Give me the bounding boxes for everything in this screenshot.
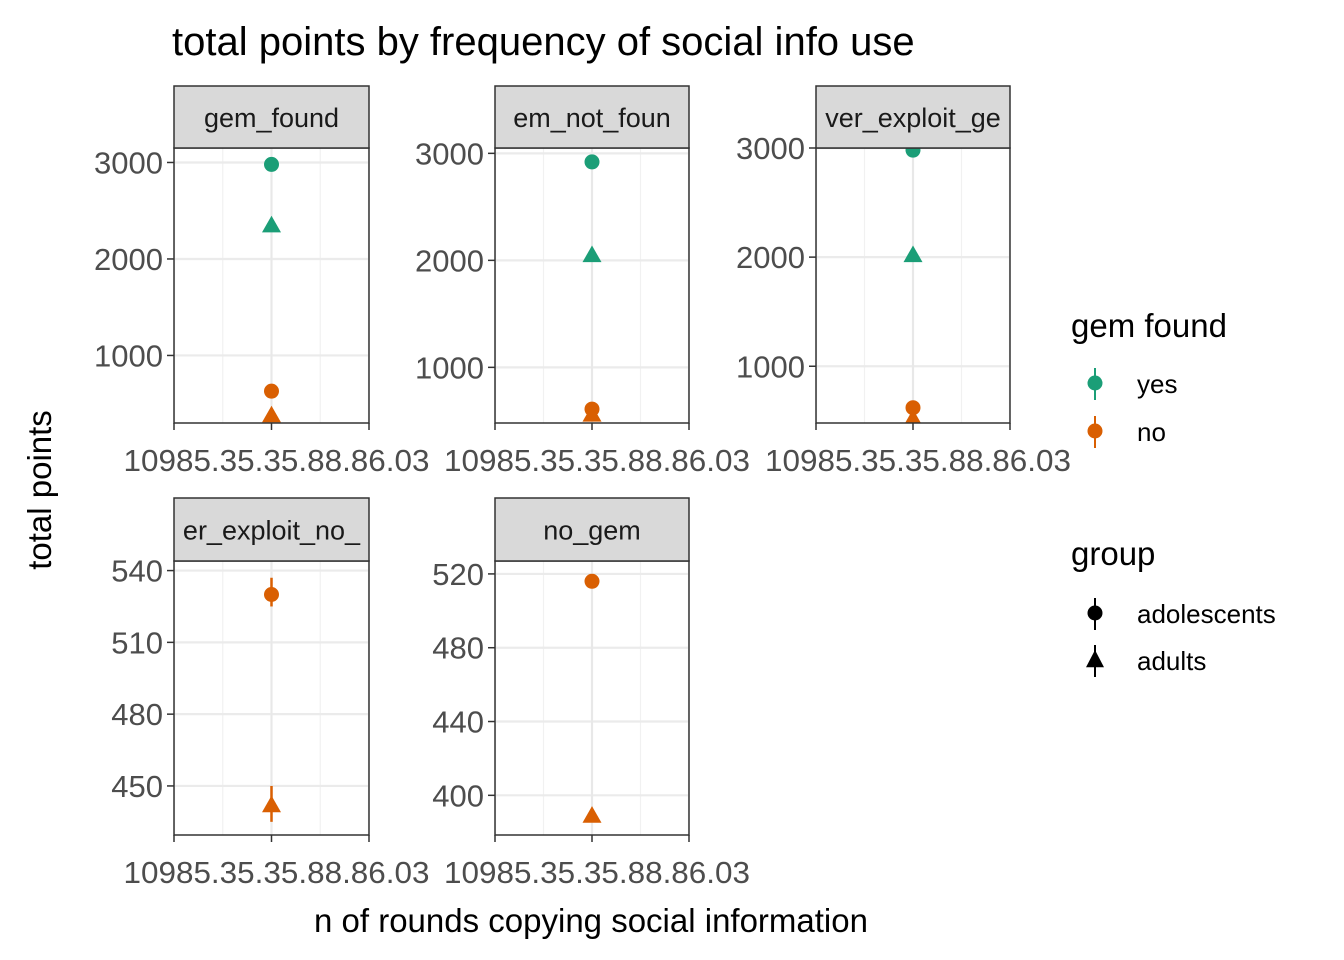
y-tick-label: 400 — [432, 778, 484, 813]
strip-background — [815, 85, 1011, 149]
panel-plot-area — [174, 148, 369, 423]
legend: gem found yes no group adolescents adults — [1071, 307, 1276, 677]
strip-background — [173, 497, 370, 562]
panel-plot-area — [174, 561, 369, 835]
strip-label: em_not_foun — [513, 103, 671, 133]
legend-key-circle — [1087, 423, 1103, 439]
legend-key-circle — [1087, 605, 1103, 621]
panel-plot-area — [495, 561, 689, 835]
y-tick-label: 1000 — [94, 338, 163, 373]
strip-label: ver_exploit_ge — [825, 103, 1001, 133]
y-tick-label: 2000 — [736, 240, 805, 275]
x-tick-labels: 10985.35.35.88.86.03 — [124, 443, 430, 478]
legend-key-adolescents — [1087, 598, 1103, 630]
y-tick-label: 520 — [432, 557, 484, 592]
y-axis-title: total points — [21, 410, 58, 570]
panel-ver_exploit_ge: ver_exploit_ge 1000 2000 3000 10985.35.35.88… — [736, 85, 1071, 478]
chart-title: total points by frequency of social info… — [172, 20, 915, 64]
y-tick-label: 510 — [111, 625, 163, 660]
legend-label: yes — [1137, 369, 1177, 399]
x-tick-labels: 10985.35.35.88.86.03 — [444, 443, 750, 478]
point-no-adolescents — [264, 587, 279, 603]
point-yes-adolescents — [905, 148, 921, 158]
legend-label: adults — [1137, 646, 1206, 676]
x-tick-labels: 10985.35.35.88.86.03 — [444, 855, 750, 890]
y-tick-label: 450 — [111, 769, 163, 804]
y-tick-label: 480 — [432, 631, 484, 666]
x-tick-labels: 10985.35.35.88.86.03 — [124, 855, 430, 890]
strip-background — [494, 497, 690, 562]
point-no-adults — [905, 409, 921, 423]
point-no-adults — [262, 795, 281, 813]
strip-background — [494, 85, 690, 149]
y-tick-label: 3000 — [736, 131, 805, 166]
legend-group: group adolescents adults — [1071, 535, 1276, 677]
panels: gem_found 1000 2000 3000 10985.35.35.88.86.0… — [94, 85, 1071, 890]
panel-em_not_foun: em_not_foun 1000 2000 3000 10985.35.35.88.86… — [415, 85, 750, 478]
legend-title: gem found — [1071, 307, 1227, 344]
x-tick-labels: 10985.35.35.88.86.03 — [765, 443, 1071, 478]
legend-label: no — [1137, 417, 1166, 447]
point-yes-adolescents — [584, 154, 600, 170]
legend-key-yes — [1087, 368, 1103, 400]
panel-plot-area — [816, 148, 1010, 423]
y-tick-label: 440 — [432, 705, 484, 740]
point-no-adolescents — [584, 573, 600, 589]
legend-key-no — [1087, 416, 1103, 448]
point-yes-adults — [582, 245, 602, 263]
point-no-adults — [582, 404, 602, 422]
y-tick-label: 3000 — [94, 145, 163, 180]
y-tick-label: 1000 — [736, 349, 805, 384]
panel-no_gem: no_gem 400 440 480 520 10985.35.35.88.86.03 — [432, 497, 750, 890]
point-no-adults — [582, 806, 602, 823]
y-tick-label: 540 — [111, 554, 163, 589]
strip-label: gem_found — [204, 103, 339, 133]
y-tick-label: 480 — [111, 697, 163, 732]
strip-label: er_exploit_no_ — [183, 516, 361, 546]
strip-background — [173, 85, 370, 149]
point-yes-adolescents — [264, 156, 279, 172]
legend-key-triangle — [1086, 650, 1104, 668]
panel-er_exploit_no_: er_exploit_no_ 450 480 510 540 10985.35.35.88… — [111, 497, 430, 890]
point-no-adolescents — [905, 400, 921, 416]
y-tick-label: 2000 — [415, 243, 484, 278]
y-tick-label: 1000 — [415, 350, 484, 385]
x-axis-title: n of rounds copying social information — [314, 902, 868, 939]
point-no-adolescents — [264, 383, 279, 399]
legend-title: group — [1071, 535, 1155, 572]
panel-plot-area — [495, 148, 689, 423]
strip-label: no_gem — [543, 516, 641, 546]
y-tick-label: 2000 — [94, 242, 163, 277]
legend-label: adolescents — [1137, 599, 1276, 629]
point-yes-adults — [903, 245, 923, 263]
point-no-adults — [262, 405, 281, 423]
legend-gem-found: gem found yes no — [1071, 307, 1227, 448]
panel-gem_found: gem_found 1000 2000 3000 10985.35.35.88.86.0… — [94, 85, 430, 478]
point-yes-adults — [262, 215, 281, 233]
legend-key-adults — [1086, 645, 1104, 677]
y-tick-label: 3000 — [415, 136, 484, 171]
legend-key-circle — [1087, 375, 1103, 391]
